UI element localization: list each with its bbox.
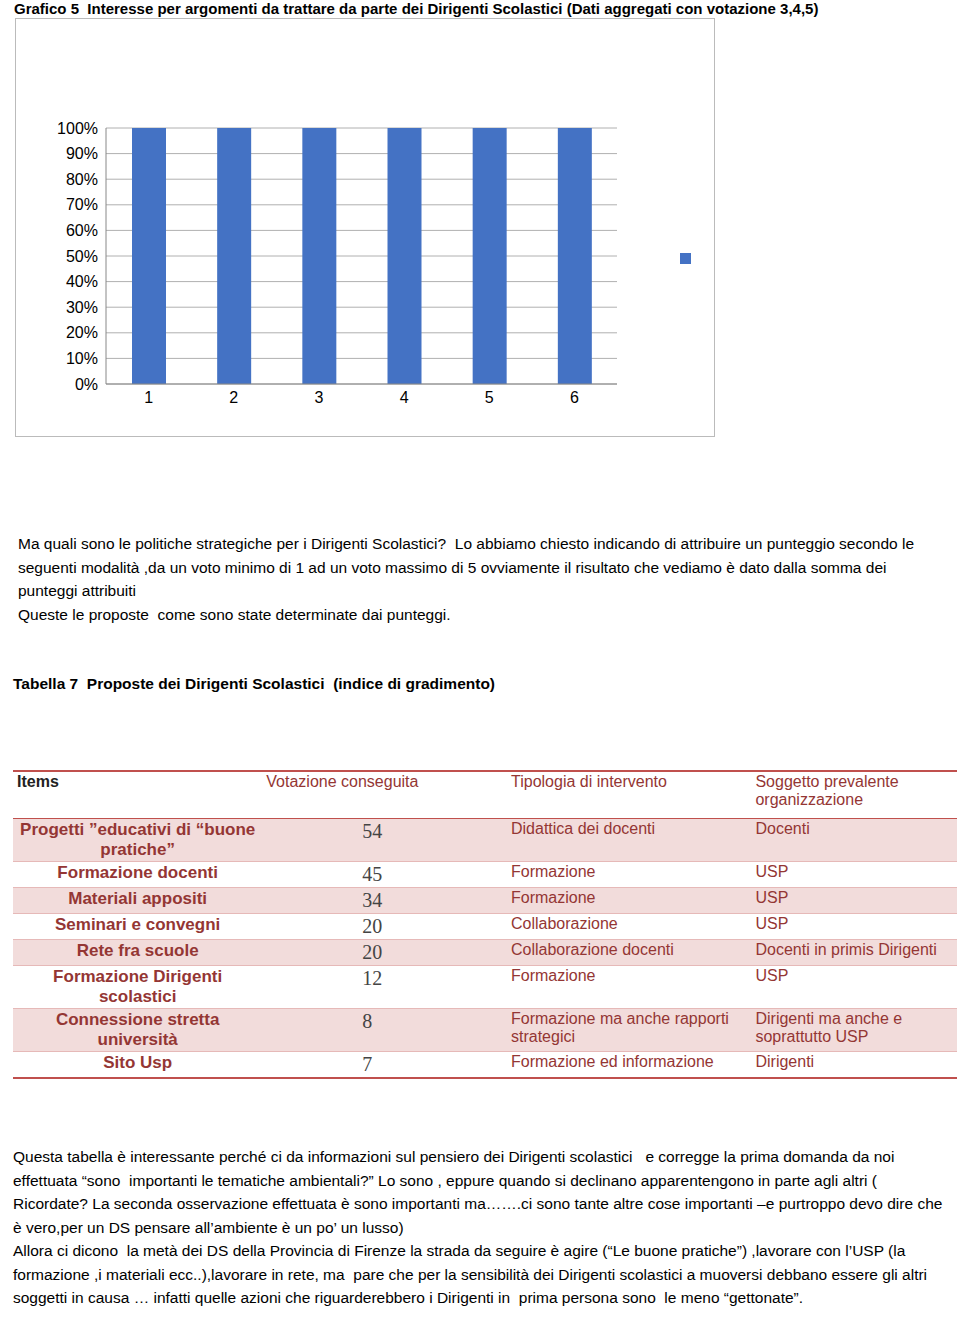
svg-text:1: 1	[144, 389, 153, 406]
html-text:Soggetto prevalente organizzaz: Soggetto prevalente organizzazione	[755, 773, 899, 808]
html-text:Sito Usp: Sito Usp	[103, 1053, 173, 1072]
svg-text:50%: 50%	[66, 248, 98, 265]
html-text:Collaborazione: Collaborazione	[511, 915, 618, 932]
svg-text:0%: 0%	[75, 376, 98, 393]
html-text:Formazione: Formazione	[511, 889, 596, 906]
html-text:Didattica dei docenti: Didattica dei docenti	[511, 820, 656, 837]
html-text:Tipologia di intervento: Tipologia di intervento	[511, 773, 667, 790]
html-text:Formazione Dirigenti scolastic: Formazione Dirigenti scolastici	[53, 967, 223, 1006]
html-text:Docenti: Docenti	[755, 820, 810, 837]
html-text:Formazione ma anche rapporti s: Formazione ma anche rapporti strategici	[511, 1010, 729, 1045]
html-text:Votazione conseguita: Votazione conseguita	[266, 773, 419, 790]
svg-text:40%: 40%	[66, 273, 98, 290]
html-text:USP: USP	[755, 863, 789, 880]
html-text:Formazione ed informazione: Formazione ed informazione	[511, 1053, 714, 1070]
html-text:Grafico 5 Interesse per argome: Grafico 5 Interesse per argomenti da tra…	[14, 0, 819, 17]
html-text:Connessione stretta università: Connessione stretta università	[55, 1010, 220, 1049]
html-text:Collaborazione docenti: Collaborazione docenti	[511, 941, 674, 958]
html-text:Dirigenti ma anche e soprattut: Dirigenti ma anche e soprattutto USP	[755, 1010, 903, 1045]
svg-text:20%: 20%	[66, 324, 98, 341]
svg-text:80%: 80%	[66, 171, 98, 188]
svg-text:60%: 60%	[66, 222, 98, 239]
html-text:Formazione: Formazione	[511, 967, 596, 984]
html-text:34: 34	[362, 889, 383, 911]
html-text:7: 7	[362, 1053, 373, 1075]
html-text:Questa tabella è interessante: Questa tabella è interessante perché ci …	[13, 1148, 947, 1236]
svg-text:100%: 100%	[57, 120, 98, 137]
svg-text:6: 6	[570, 389, 579, 406]
html-text:Seminari e convegni: Seminari e convegni	[55, 915, 221, 934]
html-text:USP: USP	[755, 889, 789, 906]
html-text:Progetti ”educativi di “buone: Progetti ”educativi di “buone pratiche”	[20, 820, 256, 859]
html-text:20: 20	[362, 915, 383, 937]
html-text:20: 20	[362, 941, 383, 963]
svg-text:3: 3	[314, 389, 323, 406]
html-text:Queste le proposte come sono s: Queste le proposte come sono state deter…	[18, 605, 451, 623]
html-text:USP: USP	[755, 915, 789, 932]
svg-text:70%: 70%	[66, 196, 98, 213]
svg-text:5: 5	[485, 389, 494, 406]
html-text:USP: USP	[755, 967, 789, 984]
html-text:Items: Items	[17, 773, 59, 790]
html-text:Rete fra scuole: Rete fra scuole	[76, 941, 199, 960]
html-text:Materiali appositi: Materiali appositi	[68, 889, 208, 908]
html-text:Allora ci dicono la metà dei D: Allora ci dicono la metà dei DS della Pr…	[13, 1242, 932, 1306]
html-text:45: 45	[362, 863, 383, 885]
html-text:Docenti in primis Dirigenti: Docenti in primis Dirigenti	[755, 941, 937, 958]
svg-text:4: 4	[400, 389, 409, 406]
html-text:Tabella 7 Proposte dei Dirigen: Tabella 7 Proposte dei Dirigenti Scolast…	[13, 675, 495, 692]
svg-text:90%: 90%	[66, 145, 98, 162]
html-text:8: 8	[362, 1010, 373, 1032]
html-text:Dirigenti: Dirigenti	[755, 1053, 815, 1070]
svg-text:10%: 10%	[66, 350, 98, 367]
html-text:Formazione docenti: Formazione docenti	[57, 863, 218, 882]
html-text:Ma quali sono le politiche str: Ma quali sono le politiche strategiche p…	[18, 535, 919, 599]
html-text:12: 12	[362, 967, 383, 989]
svg-text:2: 2	[229, 389, 238, 406]
html-text:54: 54	[362, 820, 383, 842]
svg-text:30%: 30%	[66, 299, 98, 316]
html-text:Formazione: Formazione	[511, 863, 596, 880]
